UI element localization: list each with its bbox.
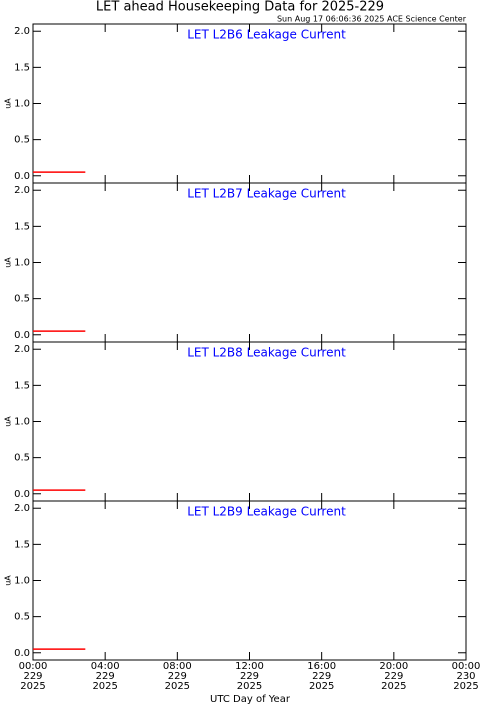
- x-tick-label: 229: [168, 671, 187, 682]
- y-tick-label: 0.5: [14, 453, 30, 464]
- timestamp: Sun Aug 17 06:06:36 2025 ACE Science Cen…: [277, 15, 467, 24]
- y-axis-label: uA: [4, 257, 13, 268]
- x-tick-label: 2025: [309, 681, 334, 692]
- panel-title: LET L2B9 Leakage Current: [187, 505, 346, 519]
- y-tick-label: 1.5: [14, 221, 30, 232]
- y-tick-label: 0.5: [14, 294, 30, 305]
- x-tick-label: 00:00: [19, 661, 48, 672]
- y-tick-label: 1.5: [14, 62, 30, 73]
- y-tick-label: 0.0: [14, 330, 30, 341]
- y-tick-label: 0.5: [14, 135, 30, 146]
- x-tick-label: 2025: [453, 681, 478, 692]
- x-tick-label: 229: [96, 671, 115, 682]
- chart-title: LET ahead Housekeeping Data for 2025-229: [96, 0, 384, 15]
- x-tick-label: 229: [240, 671, 259, 682]
- x-tick-label: 2025: [381, 681, 406, 692]
- plot-frame: [32, 182, 467, 343]
- x-tick-label: 08:00: [163, 661, 192, 672]
- x-tick-label: 230: [456, 671, 475, 682]
- x-axis-label: UTC Day of Year: [210, 694, 291, 705]
- y-tick-label: 2.0: [14, 503, 30, 514]
- x-tick-label: 04:00: [91, 661, 120, 672]
- panel-title: LET L2B8 Leakage Current: [187, 346, 346, 360]
- y-axis-label: uA: [4, 98, 13, 109]
- y-tick-label: 2.0: [14, 344, 30, 355]
- y-tick-label: 1.5: [14, 539, 30, 550]
- x-tick-label: 16:00: [307, 661, 336, 672]
- y-tick-label: 1.5: [14, 380, 30, 391]
- y-axis-label: uA: [4, 416, 13, 427]
- x-tick-label: 2025: [237, 681, 262, 692]
- x-tick-label: 229: [23, 671, 42, 682]
- y-tick-label: 0.5: [14, 612, 30, 623]
- y-tick-label: 1.0: [14, 258, 30, 269]
- panel-title: LET L2B7 Leakage Current: [187, 187, 346, 201]
- x-tick-label: 229: [384, 671, 403, 682]
- plot-frame: [32, 23, 467, 184]
- x-tick-label: 2025: [165, 681, 190, 692]
- x-tick-label: 00:00: [452, 661, 481, 672]
- x-tick-label: 2025: [20, 681, 45, 692]
- x-tick-label: 20:00: [379, 661, 408, 672]
- plot-frame: [32, 341, 467, 502]
- y-tick-label: 1.0: [14, 417, 30, 428]
- y-tick-label: 2.0: [14, 26, 30, 37]
- x-tick-label: 229: [312, 671, 331, 682]
- y-tick-label: 2.0: [14, 185, 30, 196]
- y-tick-label: 0.0: [14, 648, 30, 659]
- y-tick-label: 1.0: [14, 99, 30, 110]
- x-tick-label: 12:00: [235, 661, 264, 672]
- x-tick-label: 2025: [92, 681, 117, 692]
- y-tick-label: 0.0: [14, 489, 30, 500]
- y-tick-label: 0.0: [14, 171, 30, 182]
- plot-frame: [32, 500, 467, 661]
- y-tick-label: 1.0: [14, 576, 30, 587]
- y-axis-label: uA: [4, 575, 13, 586]
- panel-title: LET L2B6 Leakage Current: [187, 28, 346, 42]
